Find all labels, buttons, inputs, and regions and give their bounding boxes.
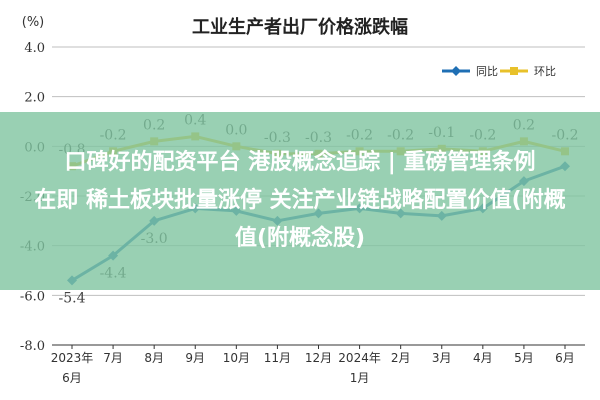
x-ticks: 2023年 6月 7月 8月 9月 10月 11月 12月 2024年 1月 2月 3月 4月 5月 6月	[51, 345, 575, 385]
x-tick-label-sub: 1月	[350, 371, 370, 385]
x-tick-label: 11月	[264, 351, 291, 365]
legend: 同比 环比	[442, 65, 556, 78]
x-tick-label: 2023年	[51, 351, 94, 365]
x-tick-label: 5月	[514, 351, 534, 365]
y-axis-unit: (%)	[22, 15, 45, 30]
banner-line-2: 在即 稀土板块批量涨停 关注产业链战略配置价值(附概	[34, 188, 566, 213]
y-tick-label: -8.0	[20, 339, 45, 354]
x-tick-label: 12月	[305, 351, 332, 365]
y-tick-label: 4.0	[24, 41, 45, 56]
x-tick-label: 9月	[185, 351, 205, 365]
chart-title: 工业生产者出厂价格涨跌幅	[192, 16, 408, 38]
x-tick-label: 2024年	[338, 351, 381, 365]
legend-swatch-marker	[510, 67, 518, 75]
x-tick-label: 4月	[473, 351, 493, 365]
x-tick-label: 3月	[432, 351, 452, 365]
data-label: -5.4	[59, 290, 86, 306]
x-tick-label: 10月	[223, 351, 250, 365]
y-tick-label: 2.0	[24, 91, 45, 106]
x-tick-label: 6月	[555, 351, 575, 365]
y-tick-label: -6.0	[20, 289, 45, 304]
x-tick-label: 2月	[391, 351, 411, 365]
legend-label: 环比	[534, 65, 556, 78]
legend-swatch-marker	[451, 66, 461, 76]
banner-line-1: 口碑好的配资平台 港股概念追踪 | 重磅管理条例	[64, 150, 536, 175]
overlay-banner: 口碑好的配资平台 港股概念追踪 | 重磅管理条例 在即 稀土板块批量涨停 关注产…	[0, 112, 600, 290]
banner-line-3: 值(附概念股)	[234, 226, 366, 251]
legend-label: 同比	[476, 65, 498, 78]
x-tick-label-sub: 6月	[62, 371, 82, 385]
x-tick-label: 8月	[144, 351, 164, 365]
x-tick-label: 7月	[103, 351, 123, 365]
